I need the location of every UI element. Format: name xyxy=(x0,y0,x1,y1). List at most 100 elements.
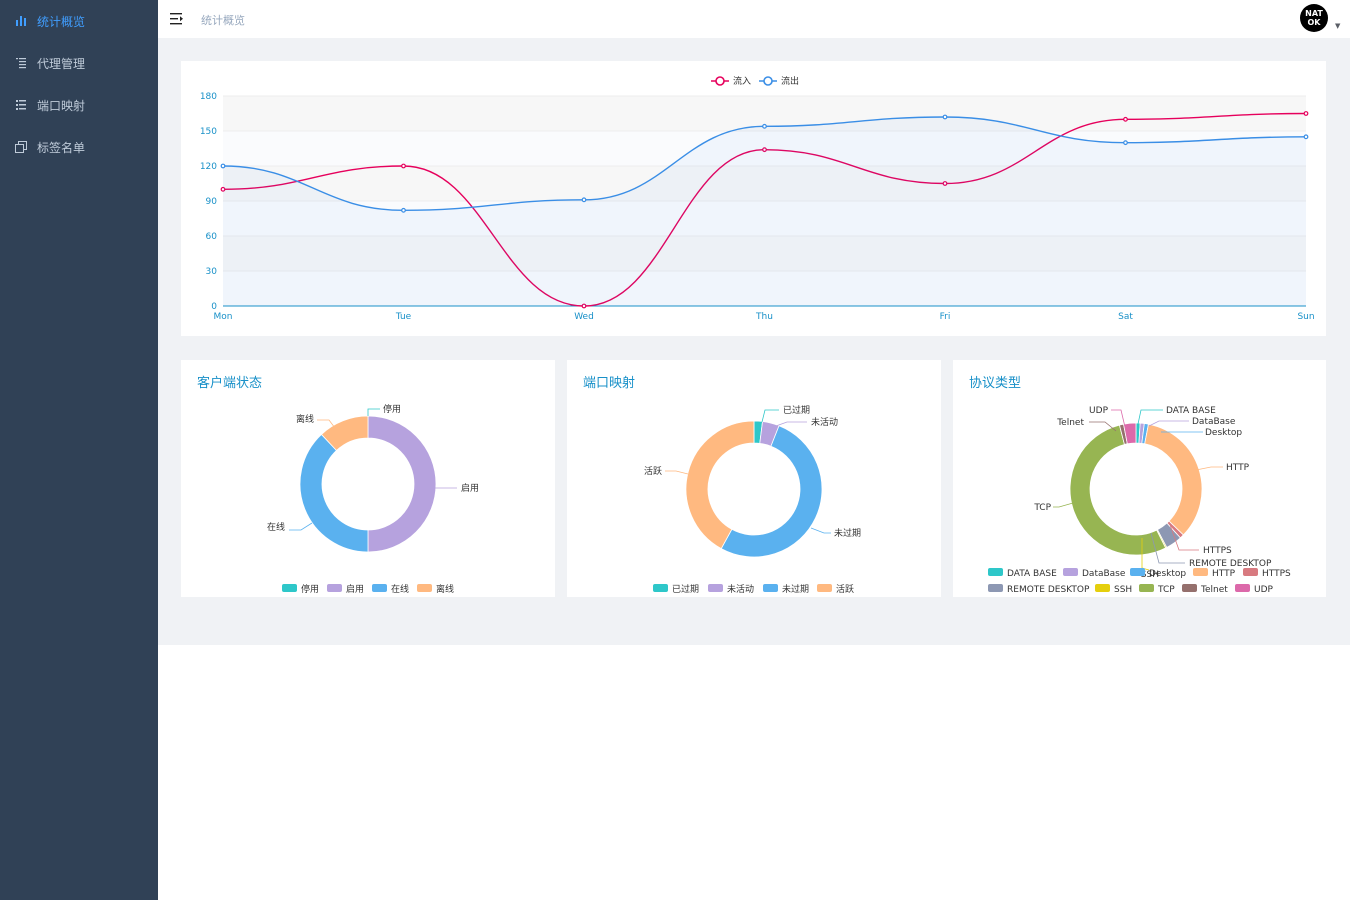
series-line xyxy=(222,112,1307,307)
sidebar-item-proxy[interactable]: 代理管理 xyxy=(0,42,158,84)
pie-slice xyxy=(1069,424,1167,556)
legend-swatch xyxy=(1095,584,1110,592)
card-title: 端口映射 xyxy=(583,376,636,391)
x-tick-label: Mon xyxy=(214,312,233,322)
pie-slice xyxy=(367,415,437,553)
legend-swatch xyxy=(708,584,723,592)
slice-label: HTTPS xyxy=(1203,546,1232,556)
legend-label: HTTPS xyxy=(1262,569,1291,579)
data-point xyxy=(220,186,226,192)
label-leader xyxy=(1150,532,1185,564)
label-leader xyxy=(810,527,831,534)
label-leader xyxy=(1148,420,1189,427)
slice-label: 未活动 xyxy=(811,416,838,428)
legend-swatch xyxy=(763,584,778,592)
legend-label: DATA BASE xyxy=(1007,569,1057,579)
x-tick-label: Fri xyxy=(940,312,951,322)
slice-label: TCP xyxy=(1033,503,1051,513)
label-leader xyxy=(775,421,807,427)
data-point xyxy=(581,303,587,309)
slice-label: REMOTE DESKTOP xyxy=(1189,559,1272,569)
y-tick-label: 150 xyxy=(200,127,217,137)
data-point xyxy=(581,197,587,203)
legend-label: 已过期 xyxy=(672,583,699,595)
slice-label: 离线 xyxy=(296,413,314,425)
data-point xyxy=(942,114,948,120)
y-tick-label: 120 xyxy=(200,162,217,172)
slice-label: 启用 xyxy=(461,482,479,494)
pie-slice xyxy=(320,415,369,452)
slice-label: UDP xyxy=(1089,406,1109,416)
slice-label: 未过期 xyxy=(834,527,861,539)
x-tick-label: Wed xyxy=(574,312,594,322)
legend-label: Desktop xyxy=(1149,569,1186,579)
label-leader xyxy=(1168,521,1199,551)
caret-down-icon[interactable]: ▼ xyxy=(1335,22,1341,30)
data-point xyxy=(1303,134,1309,140)
legend-label: 未过期 xyxy=(782,583,809,595)
legend-swatch xyxy=(1130,568,1145,576)
data-point xyxy=(1123,116,1128,122)
label-leader xyxy=(1137,409,1163,425)
legend-swatch xyxy=(1193,568,1208,576)
avatar[interactable]: NAT OK xyxy=(1300,4,1328,32)
legend-label: UDP xyxy=(1254,585,1274,595)
list-icon xyxy=(14,98,28,112)
y-tick-label: 30 xyxy=(206,267,218,277)
split-area xyxy=(223,201,1306,236)
legend-label: 流入 xyxy=(733,75,751,87)
legend-label: 离线 xyxy=(436,583,454,595)
legend-swatch xyxy=(653,584,668,592)
legend-swatch xyxy=(417,584,432,592)
x-tick-label: Tue xyxy=(395,312,412,322)
x-tick-label: Sun xyxy=(1297,312,1314,322)
x-tick-label: Sat xyxy=(1118,312,1133,322)
legend-label: 活跃 xyxy=(836,583,854,595)
slice-label: 已过期 xyxy=(783,404,810,416)
sidebar-item-label: 统计概览 xyxy=(37,14,86,29)
x-tick-label: Thu xyxy=(755,312,773,322)
legend-label: DataBase xyxy=(1082,569,1126,579)
legend-label: 在线 xyxy=(391,583,409,595)
label-leader xyxy=(665,470,689,475)
pie-slice xyxy=(685,420,755,550)
legend-swatch xyxy=(1182,584,1197,592)
avatar-text-bottom: OK xyxy=(1307,18,1321,27)
slice-label: Desktop xyxy=(1205,428,1242,438)
legend-label: 停用 xyxy=(301,583,319,595)
label-leader xyxy=(289,522,313,531)
card-title: 客户端状态 xyxy=(197,376,263,391)
y-tick-label: 180 xyxy=(200,92,217,102)
data-point xyxy=(762,123,767,129)
hamburger-icon[interactable] xyxy=(170,11,184,25)
sidebar-item-port-mapping[interactable]: 端口映射 xyxy=(0,84,158,126)
label-leader xyxy=(1053,502,1074,508)
sidebar-item-label: 端口映射 xyxy=(37,98,86,113)
slice-label: DATA BASE xyxy=(1166,406,1216,416)
legend-swatch xyxy=(327,584,342,592)
navbar: 统计概览 NAT OK ▼ xyxy=(158,0,1350,38)
traffic-chart-card: 0 30 60 90 120 150 180 Mon Tue Wed Thu Fri Sat Sun 流入 流… xyxy=(181,61,1326,336)
client-status-card: 客户端状态 停用 启用 在线 离线 停用 启用 在线 离线 xyxy=(181,360,555,597)
data-point xyxy=(1123,140,1128,146)
legend-label: 流出 xyxy=(781,75,799,87)
legend-label: TCP xyxy=(1157,585,1175,595)
label-leader xyxy=(1089,421,1117,432)
legend-swatch xyxy=(988,584,1003,592)
protocol-type-card: 协议类型 DATA BASE DataBase Desktop HTTP HTTPS RE… xyxy=(953,360,1326,597)
y-tick-label: 60 xyxy=(206,232,218,242)
legend-label: SSH xyxy=(1114,585,1132,595)
legend-swatch xyxy=(1139,584,1154,592)
sidebar-item-overview[interactable]: 统计概览 xyxy=(0,0,158,42)
copy-icon xyxy=(14,140,28,154)
sidebar-item-tag-list[interactable]: 标签名单 xyxy=(0,126,158,168)
legend-swatch xyxy=(1235,584,1250,592)
pie-slice xyxy=(720,425,823,558)
slice-label: DataBase xyxy=(1192,417,1236,427)
legend-label: HTTP xyxy=(1212,569,1236,579)
legend-swatch xyxy=(988,568,1003,576)
slice-label: 活跃 xyxy=(644,465,662,477)
legend-swatch xyxy=(1063,568,1078,576)
sidebar-item-label: 标签名单 xyxy=(37,140,86,155)
data-point xyxy=(1303,111,1309,116)
